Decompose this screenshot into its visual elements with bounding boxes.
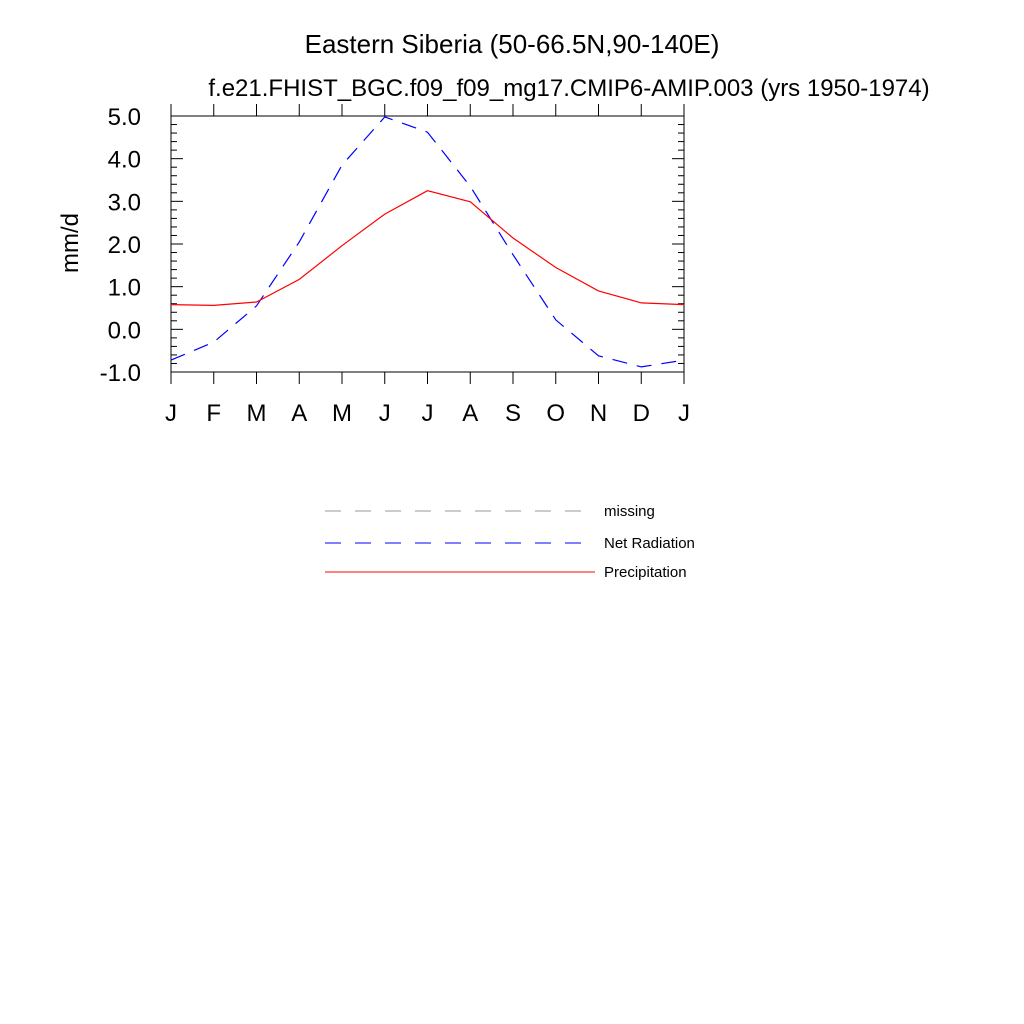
x-tick-label: J: [379, 400, 391, 427]
chart-subtitle: f.e21.FHIST_BGC.f09_f09_mg17.CMIP6-AMIP.…: [208, 75, 929, 102]
x-tick-label: O: [546, 400, 565, 427]
y-tick-label: 2.0: [108, 232, 141, 259]
legend-label: Precipitation: [604, 564, 687, 581]
series-layer: [170, 116, 685, 368]
x-tick-label: M: [247, 400, 267, 427]
x-tick-label: A: [291, 400, 307, 427]
x-tick-label: S: [505, 400, 521, 427]
x-tick-label: J: [165, 400, 177, 427]
legend-label: missing: [604, 503, 655, 520]
y-axis-label: mm/d: [57, 213, 84, 273]
y-tick-label: 5.0: [108, 104, 141, 131]
y-tick-label: 3.0: [108, 189, 141, 216]
legend-label: Net Radiation: [604, 535, 695, 552]
legend: missing Net Radiation Precipitation: [325, 503, 695, 581]
y-tick-label: -1.0: [100, 360, 141, 387]
x-tick-label: J: [678, 400, 690, 427]
x-tick-label: F: [206, 400, 221, 427]
x-tick-label: A: [462, 400, 478, 427]
plot-frame: [170, 115, 685, 373]
series-line-net-radiation: [170, 116, 685, 368]
y-tick-label: 1.0: [108, 275, 141, 302]
y-axis: -1.0 0.0 1.0 2.0 3.0 4.0 5.0: [100, 104, 684, 387]
x-tick-label: J: [422, 400, 434, 427]
series-line-precipitation: [170, 190, 685, 307]
x-tick-label: N: [590, 400, 607, 427]
chart-title: Eastern Siberia (50-66.5N,90-140E): [305, 29, 720, 59]
x-tick-label: M: [332, 400, 352, 427]
x-tick-label: D: [633, 400, 650, 427]
y-tick-label: 0.0: [108, 317, 141, 344]
y-tick-label: 4.0: [108, 147, 141, 174]
